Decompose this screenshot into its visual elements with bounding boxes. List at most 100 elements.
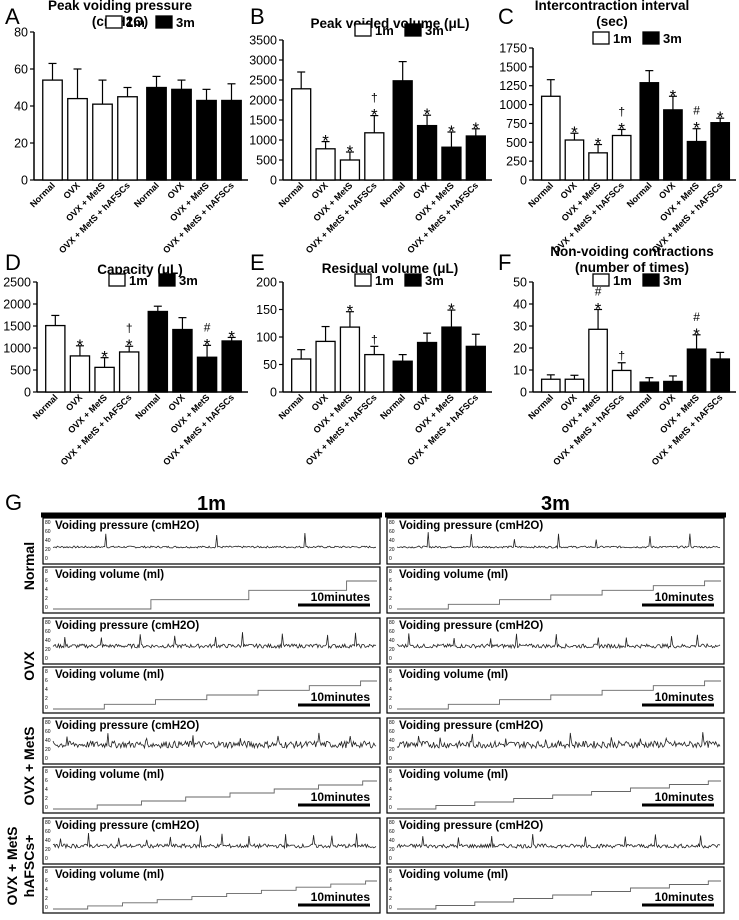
- volume-tick: 6: [45, 778, 48, 784]
- x-tick-label: Normal: [625, 392, 654, 421]
- volume-tick: 8: [45, 569, 48, 575]
- volume-label: Voiding volume (ml): [55, 869, 164, 881]
- volume-tick: 8: [45, 669, 48, 675]
- pressure-label: Voiding pressure (cmH2O): [399, 820, 543, 832]
- volume-label: Voiding volume (ml): [399, 669, 508, 681]
- y-tick-label: 500: [506, 136, 527, 150]
- y-tick-label: 20: [14, 137, 28, 151]
- y-tick-label: 150: [256, 303, 277, 317]
- pressure-tick: 40: [45, 538, 51, 544]
- legend-swatch-1m: [108, 273, 126, 287]
- significance-mark: *: [595, 300, 602, 319]
- significance-mark: #: [693, 104, 700, 118]
- bar-1m-3: [364, 132, 385, 181]
- volume-tick: 6: [45, 878, 48, 884]
- volume-label: Voiding volume (ml): [55, 569, 164, 581]
- bar-3m-2: [441, 326, 462, 393]
- pressure-tick: 60: [45, 529, 51, 535]
- pressure-trace: [52, 732, 377, 750]
- pressure-tick: 60: [389, 629, 395, 635]
- bar-1m-3: [118, 351, 140, 393]
- bar-3m-2: [196, 356, 218, 393]
- y-tick-label: 1000: [499, 98, 527, 112]
- significance-mark: #: [595, 285, 602, 299]
- volume-tick: 8: [389, 769, 392, 775]
- pressure-tick: 80: [45, 720, 51, 726]
- volume-tick: 6: [45, 578, 48, 584]
- y-tick-label: 500: [10, 364, 31, 378]
- x-tick-label: OVX: [411, 180, 432, 201]
- volume-tick: 2: [45, 896, 48, 902]
- chart-title: Capacity (μL): [97, 262, 183, 277]
- x-tick-label: Normal: [31, 392, 60, 421]
- y-tick-label: 1500: [3, 320, 31, 334]
- scale-label: 10minutes: [655, 890, 715, 904]
- x-tick-label: Normal: [28, 180, 57, 209]
- pressure-tick: 80: [389, 520, 395, 526]
- y-tick-label: 3000: [249, 54, 277, 68]
- y-tick-label: 250: [506, 155, 527, 169]
- significance-mark: *: [228, 327, 235, 346]
- volume-tick: 6: [389, 778, 392, 784]
- pressure-tick: 0: [389, 656, 392, 662]
- volume-tick: 4: [389, 587, 392, 593]
- legend-swatch-3m: [155, 15, 173, 29]
- y-tick-label: 1750: [499, 42, 527, 56]
- x-tick-label: Normal: [625, 180, 654, 209]
- x-tick-label: Normal: [277, 180, 306, 209]
- legend-label: 1m: [613, 31, 632, 46]
- bar-3m-2: [686, 140, 707, 181]
- legend-label: 3m: [663, 273, 682, 288]
- y-tick-label: 1000: [3, 342, 31, 356]
- pressure-tick: 0: [45, 556, 48, 562]
- legend-swatch-3m: [158, 273, 176, 287]
- significance-mark: *: [670, 86, 677, 105]
- pressure-tick: 20: [389, 547, 395, 553]
- y-tick-label: 0: [24, 386, 31, 400]
- pressure-tick: 20: [45, 747, 51, 753]
- pressure-trace: [396, 732, 721, 750]
- volume-tick: 2: [389, 796, 392, 802]
- pressure-tick: 60: [45, 829, 51, 835]
- pressure-label: Voiding pressure (cmH2O): [55, 820, 199, 832]
- y-tick-label: 2500: [249, 74, 277, 88]
- significance-mark: *: [101, 348, 108, 367]
- panel-letter: G: [5, 490, 22, 515]
- pressure-label: Voiding pressure (cmH2O): [399, 620, 543, 632]
- pressure-tick: 20: [45, 847, 51, 853]
- volume-tick: 8: [45, 869, 48, 875]
- x-tick-label: OVX: [309, 180, 330, 201]
- volume-tick: 0: [389, 905, 392, 911]
- bar-1m-0: [291, 358, 312, 393]
- pressure-tick: 80: [45, 820, 51, 826]
- row-label: Normal: [21, 542, 37, 590]
- pressure-tick: 60: [389, 729, 395, 735]
- row-label: OVX + MetS: [21, 727, 37, 806]
- significance-mark: *: [347, 142, 354, 161]
- bar-1m-1: [315, 340, 336, 393]
- volume-tick: 6: [389, 678, 392, 684]
- pressure-tick: 20: [389, 847, 395, 853]
- legend-swatch-3m: [404, 273, 422, 287]
- chart-panel-c: C Intercontraction interval(sec) 0 250 500 75…: [498, 0, 736, 255]
- y-tick-label: 40: [513, 298, 527, 312]
- scale-label: 10minutes: [655, 690, 715, 704]
- legend-label: 1m: [375, 23, 394, 38]
- panel-letter: C: [498, 4, 514, 29]
- volume-tick: 4: [45, 887, 48, 893]
- chart-panel-f: F Non-voiding contractions(number of time…: [498, 244, 736, 467]
- bar-3m-3: [710, 122, 731, 181]
- legend-label: 1m: [126, 15, 145, 30]
- y-tick-label: 200: [256, 276, 277, 290]
- volume-tick: 0: [45, 605, 48, 611]
- scale-label: 10minutes: [311, 590, 371, 604]
- bar-1m-0: [45, 324, 66, 393]
- bar-3m-2: [441, 146, 462, 181]
- significance-mark: †: [126, 321, 133, 335]
- y-tick-label: 0: [270, 174, 277, 188]
- x-tick-label: OVX: [411, 392, 432, 413]
- x-tick-label: OVX: [165, 180, 186, 201]
- bar-1m-1: [564, 378, 585, 393]
- pressure-tick: 40: [389, 838, 395, 844]
- legend-label: 1m: [375, 273, 394, 288]
